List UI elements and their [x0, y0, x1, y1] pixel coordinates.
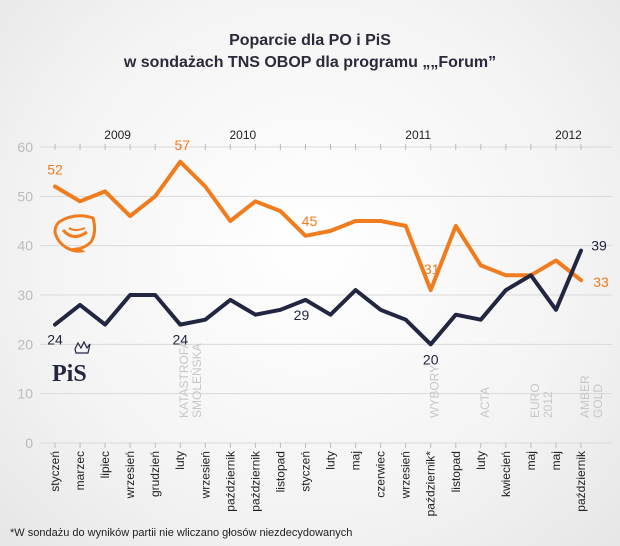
x-tick-label: lipiec [98, 451, 112, 478]
chart-title: Poparcie dla PO i PiS w sondażach TNS OB… [0, 30, 620, 74]
x-tick-label: październik* [424, 451, 438, 517]
x-tick-label: październik [248, 450, 262, 512]
x-tick-label: luty [474, 451, 488, 470]
y-tick-label: 20 [17, 336, 33, 352]
x-tick-label: luty [173, 451, 187, 470]
data-label-pis: 20 [423, 351, 439, 367]
data-label-pis: 39 [591, 238, 607, 254]
data-label-pis: 24 [172, 332, 188, 348]
y-tick-label: 30 [17, 287, 33, 303]
x-axis-labels: styczeń marzec lipiec wrzesień grudzień luty w… [48, 450, 588, 516]
x-tick-label: marzec [73, 451, 87, 490]
x-tick-label: maj [524, 451, 538, 470]
data-label-po: 45 [302, 213, 318, 229]
party-logos: PiS [52, 214, 97, 387]
series-lines [53, 159, 583, 347]
chart-title-line1: Poparcie dla PO i PiS [229, 32, 391, 49]
x-tick-label: wrzesień [399, 451, 413, 499]
year-label: 2009 [104, 128, 131, 142]
data-label-po: 31 [424, 261, 440, 277]
year-label: 2012 [555, 128, 582, 142]
x-tick-label: listopad [449, 451, 463, 492]
chart-title-line2: w sondażach TNS OBOP dla programu „„Foru… [123, 54, 497, 71]
footnote: *W sondażu do wyników partii nie wliczan… [10, 527, 353, 539]
x-tick-label: grudzień [148, 451, 162, 497]
series-line-po [53, 159, 583, 293]
data-label-po: 57 [174, 137, 190, 153]
data-label-po: 33 [593, 274, 609, 290]
po-logo-icon [53, 214, 97, 253]
x-tick-label: styczeń [48, 451, 62, 492]
series-line-pis [53, 248, 583, 347]
x-tick-label: maj [349, 451, 363, 470]
y-tick-label: 40 [17, 238, 33, 254]
year-label: 2010 [230, 128, 257, 142]
event-label: AMBER [578, 375, 592, 418]
event-label: EURO [528, 383, 542, 418]
event-annotations: KATASTROFA SMOLEŃSKA WYBORY ACTA EURO 2012 AMB… [177, 340, 605, 418]
event-label: GOLD [591, 384, 605, 418]
x-tick-label: listopad [273, 451, 287, 492]
data-label-po: 52 [47, 161, 63, 177]
x-tick-label: wrzesień [198, 451, 212, 499]
event-label: 2012 [541, 391, 555, 418]
x-tick-label: czerwiec [374, 451, 388, 498]
event-label: SMOLEŃSKA [189, 343, 204, 418]
event-label: WYBORY [428, 365, 442, 418]
y-tick-label: 0 [25, 435, 33, 451]
x-tick-label: maj [549, 451, 563, 470]
x-tick-label: wrzesień [123, 451, 137, 499]
grid-lines: 0 10 20 30 40 50 60 2009 2010 2011 2012 [17, 128, 612, 451]
y-tick-label: 60 [17, 139, 33, 155]
x-tick-label: luty [324, 451, 338, 470]
y-tick-label: 50 [17, 188, 33, 204]
x-tick-label: październik [574, 450, 588, 512]
data-label-pis: 29 [294, 307, 310, 323]
y-tick-label: 10 [17, 386, 33, 402]
data-label-pis: 24 [47, 332, 63, 348]
event-label: KATASTROFA [177, 340, 191, 418]
x-tick-label: kwiecień [499, 451, 513, 497]
x-tick-label: październik [223, 450, 237, 512]
year-label: 2011 [405, 128, 431, 142]
event-label: ACTA [478, 387, 492, 418]
x-tick-label: styczeń [298, 451, 312, 492]
data-labels: 52 57 45 31 33 24 24 29 20 39 [47, 137, 609, 368]
pis-logo-text: PiS [52, 361, 87, 387]
pis-logo-icon: PiS [52, 340, 91, 387]
